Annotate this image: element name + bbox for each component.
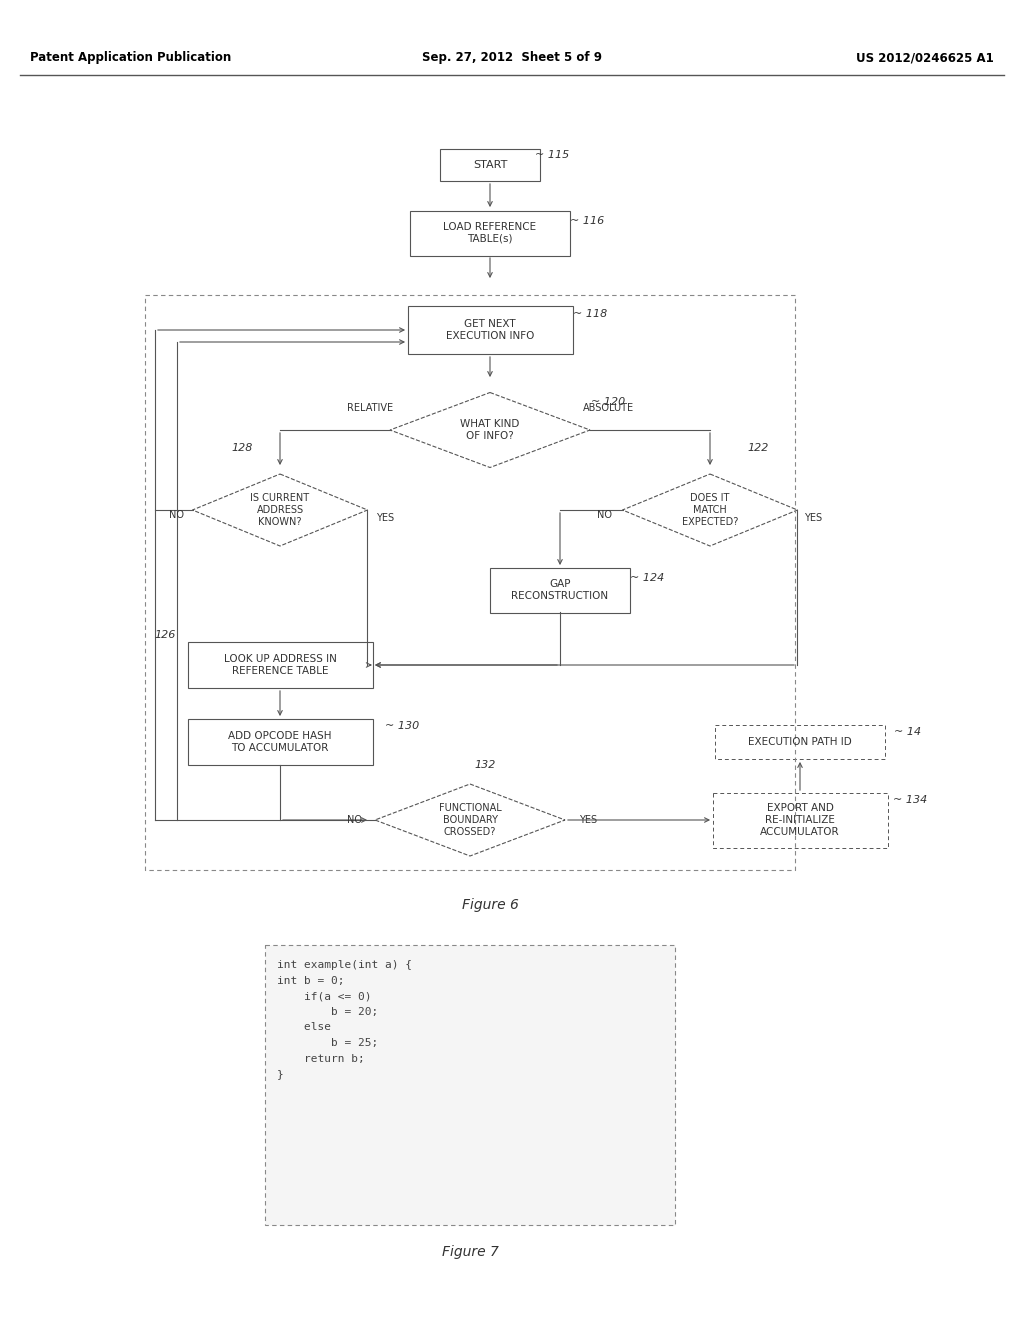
Polygon shape — [375, 784, 565, 855]
Bar — [490, 568, 630, 612]
Bar — [145, 294, 795, 870]
Text: ~ 14: ~ 14 — [894, 727, 922, 737]
Bar — [410, 210, 570, 256]
Text: GET NEXT
EXECUTION INFO: GET NEXT EXECUTION INFO — [445, 319, 535, 341]
Bar — [187, 719, 373, 766]
Text: ABSOLUTE: ABSOLUTE — [583, 403, 634, 413]
Text: EXPORT AND
RE-INITIALIZE
ACCUMULATOR: EXPORT AND RE-INITIALIZE ACCUMULATOR — [760, 804, 840, 837]
Text: YES: YES — [579, 814, 597, 825]
Text: NO: NO — [170, 510, 184, 520]
Text: ~ 130: ~ 130 — [385, 721, 419, 731]
Text: 128: 128 — [231, 444, 253, 453]
Bar — [440, 149, 540, 181]
Text: 126: 126 — [155, 630, 176, 640]
Text: int example(int a) {
int b = 0;
    if(a <= 0)
        b = 20;
    else
        : int example(int a) { int b = 0; if(a <= … — [278, 960, 412, 1080]
Text: 122: 122 — [748, 444, 769, 453]
Bar — [265, 945, 675, 1225]
Text: ~ 120: ~ 120 — [591, 397, 625, 407]
Text: GAP
RECONSTRUCTION: GAP RECONSTRUCTION — [511, 579, 608, 601]
Bar — [715, 725, 885, 759]
Bar — [713, 792, 888, 847]
Text: IS CURRENT
ADDRESS
KNOWN?: IS CURRENT ADDRESS KNOWN? — [251, 494, 309, 527]
Text: 132: 132 — [474, 760, 496, 770]
Text: ~ 134: ~ 134 — [893, 795, 927, 805]
Text: START: START — [473, 160, 507, 170]
Text: WHAT KIND
OF INFO?: WHAT KIND OF INFO? — [461, 420, 520, 441]
Text: NO: NO — [597, 510, 612, 520]
Text: DOES IT
MATCH
EXPECTED?: DOES IT MATCH EXPECTED? — [682, 494, 738, 527]
Text: ~ 118: ~ 118 — [572, 309, 607, 319]
Text: EXECUTION PATH ID: EXECUTION PATH ID — [749, 737, 852, 747]
Text: Patent Application Publication: Patent Application Publication — [30, 51, 231, 65]
Text: US 2012/0246625 A1: US 2012/0246625 A1 — [856, 51, 994, 65]
Bar — [408, 306, 572, 354]
Text: FUNCTIONAL
BOUNDARY
CROSSED?: FUNCTIONAL BOUNDARY CROSSED? — [438, 804, 502, 837]
Text: YES: YES — [376, 513, 394, 523]
Text: RELATIVE: RELATIVE — [347, 403, 393, 413]
Text: YES: YES — [804, 513, 822, 523]
Bar — [187, 642, 373, 688]
Text: NO: NO — [346, 814, 361, 825]
Text: Figure 7: Figure 7 — [441, 1245, 499, 1259]
Text: LOOK UP ADDRESS IN
REFERENCE TABLE: LOOK UP ADDRESS IN REFERENCE TABLE — [223, 655, 337, 676]
Text: ADD OPCODE HASH
TO ACCUMULATOR: ADD OPCODE HASH TO ACCUMULATOR — [228, 731, 332, 752]
Text: Sep. 27, 2012  Sheet 5 of 9: Sep. 27, 2012 Sheet 5 of 9 — [422, 51, 602, 65]
Text: ~ 116: ~ 116 — [570, 216, 604, 226]
Polygon shape — [193, 474, 368, 546]
Text: ~ 115: ~ 115 — [535, 150, 569, 160]
Polygon shape — [390, 392, 590, 467]
Text: ~ 124: ~ 124 — [630, 573, 665, 583]
Text: Figure 6: Figure 6 — [462, 898, 518, 912]
Polygon shape — [623, 474, 798, 546]
Text: LOAD REFERENCE
TABLE(s): LOAD REFERENCE TABLE(s) — [443, 222, 537, 244]
